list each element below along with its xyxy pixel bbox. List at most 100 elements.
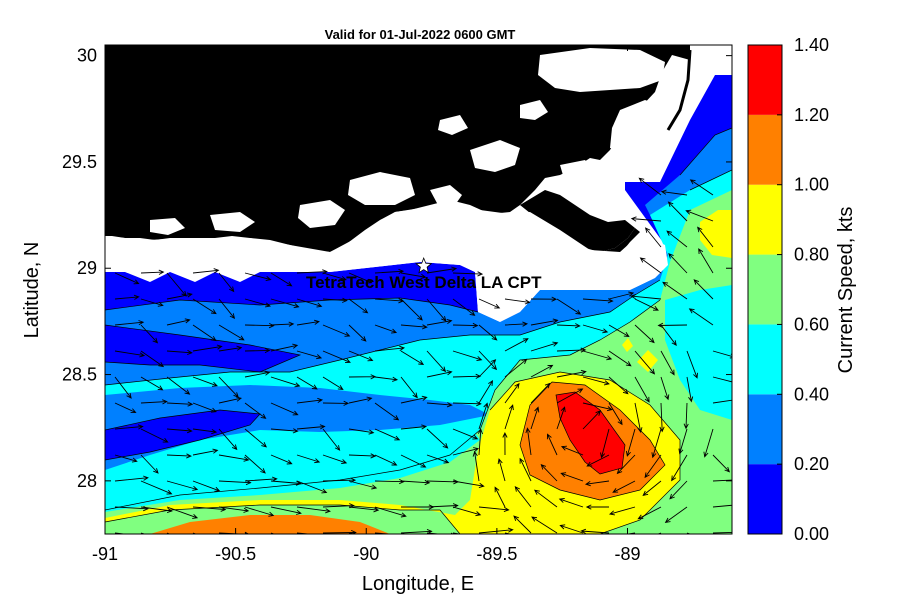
current-arrow [497,458,506,482]
current-arrow [540,463,558,482]
colorbar-tick-label: 1.20 [794,105,829,125]
current-arrow [689,179,714,196]
current-arrow [244,298,272,308]
current-arrow [530,382,551,404]
current-arrow [660,189,688,196]
current-arrow [504,358,528,378]
current-arrow [452,428,479,440]
current-arrow [270,272,293,287]
current-arrow [244,370,271,378]
current-arrow [426,428,449,449]
current-arrow [657,322,688,329]
current-arrow [625,428,636,457]
current-arrow [348,396,373,404]
current-arrow [452,506,482,517]
current-arrow [452,350,483,361]
current-arrow [270,321,295,327]
current-arrow [244,323,275,329]
current-arrow [166,349,193,356]
current-arrow [166,292,193,300]
current-arrow [140,506,173,514]
current-arrow [140,324,159,344]
x-tick-label: -89.5 [476,544,517,564]
band-0.4-0.6-lowleft [105,425,480,512]
current-arrow [688,308,714,326]
current-arrow [472,450,480,482]
current-arrow [374,454,398,466]
current-arrow [426,370,453,378]
current-arrow [546,433,558,456]
current-arrow [270,480,302,486]
current-arrow [244,506,275,517]
current-arrow [712,376,732,383]
current-arrow [270,343,299,352]
colorbar-ticks: 0.00 0.20 0.40 0.60 0.80 1.00 1.20 1.40 [777,35,829,544]
current-arrow [686,376,694,403]
current-arrow [452,322,479,329]
current-arrow [703,428,714,458]
current-arrow [712,350,732,359]
current-arrow [639,257,662,274]
current-arrow [478,350,498,371]
current-arrow [426,350,447,373]
x-tick-label: -90 [353,544,379,564]
current-arrow [114,475,149,482]
current-arrow [140,454,159,474]
current-arrow [582,298,614,304]
current-arrow [348,350,374,362]
colorbar-tick-label: 0.80 [794,245,829,265]
current-arrow [400,350,425,366]
current-arrow [348,324,367,342]
current-arrow [270,298,300,309]
current-arrow [667,201,688,222]
current-arrow [608,324,630,338]
current-arrow [322,529,357,534]
bay-5 [560,160,595,185]
current-arrow [192,298,217,315]
current-arrow [608,402,623,426]
current-arrow [166,532,171,534]
current-arrow [166,428,193,434]
current-arrow [630,216,662,222]
current-arrow [559,524,584,534]
current-arrow [530,318,559,326]
current-arrow [685,209,714,222]
current-arrow [683,402,689,430]
current-arrow [218,324,245,341]
current-arrow [580,528,610,534]
current-arrow [192,376,218,387]
current-arrow [192,480,221,492]
current-arrow [296,350,323,360]
current-arrow [582,350,613,361]
colorbar [748,45,782,534]
current-arrow [218,428,238,451]
land-coast [105,45,690,252]
current-arrow [712,479,732,482]
colorbar-band [748,394,782,465]
current-arrow [322,400,350,406]
colorbar-tick-label: 0.60 [794,314,829,334]
current-arrow [322,454,348,464]
bay-3 [298,200,345,228]
current-arrow [608,506,636,516]
band-0.8-1.0-ne [700,210,732,258]
current-arrow [218,506,250,513]
current-arrow [514,485,532,508]
current-arrow [166,376,191,395]
current-arrow [244,347,271,354]
current-arrow [558,498,584,508]
current-arrow [140,428,169,443]
current-arrow [296,424,326,430]
y-tick-label: 28.5 [62,365,97,385]
current-arrow [556,347,587,353]
station-marker [415,257,433,274]
current-arrow [452,480,485,489]
current-arrow [348,506,380,513]
current-arrow [322,272,347,281]
colorbar-tick-label: 0.40 [794,384,829,404]
colorbar-tick-label: 1.00 [794,175,829,195]
current-arrow [478,506,510,513]
current-arrow [513,515,532,534]
current-arrow [659,402,665,433]
